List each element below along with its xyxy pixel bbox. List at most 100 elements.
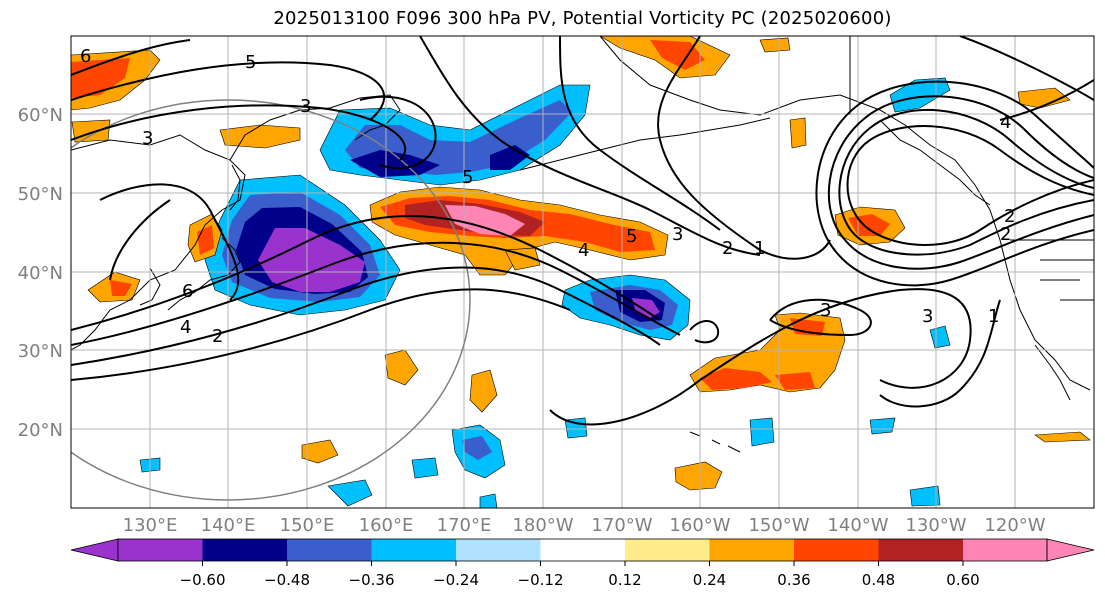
contour-label: 5 [626,226,637,247]
colorbar-swatch [456,539,541,561]
neg-anomaly-japan-core [258,228,365,292]
contour-2-japan [109,199,171,281]
contour-label: 4 [1000,112,1011,133]
pv-contours [71,36,1094,426]
contour-big-loop-4 [815,80,1094,287]
lon-label: 130°E [123,515,178,536]
lat-label: 30°N [18,341,63,362]
contour-label: 3 [142,128,153,149]
contour-6-japan [99,183,240,301]
contour-label: 6 [182,281,193,302]
pos-blob-11-mid [650,40,705,70]
neg-blob-7 [749,417,775,447]
colorbar-ticks [202,561,964,566]
contour-big-loop-2 [838,109,1094,256]
coast-baja [1034,344,1071,401]
colorbar-extend-right [1046,538,1095,562]
contour-3-top [71,104,407,161]
lon-label: 130°W [905,515,966,536]
contour-labels: 6 5 3 3 6 4 2 5 4 5 3 2 1 3 3 1 2 4 2 [80,46,1015,347]
pos-blob-10 [1017,87,1071,109]
contour-label: 1 [754,238,765,259]
coast-kamchatka [229,94,401,161]
colorbar-swatch [878,539,963,561]
pos-blob-5 [384,349,419,386]
contour-big-loop-3 [827,95,1094,270]
neg-blob-4 [411,457,439,479]
lon-label: 180°W [512,515,573,536]
neg-blob-9 [929,325,951,349]
pos-blob-8 [674,461,723,491]
longitude-labels: 130°E 140°E 150°E 160°E 170°E 180°W 170°… [123,515,1046,536]
contour-label: 3 [300,96,311,117]
map-border [70,35,1095,509]
latitude-labels: 60°N 50°N 40°N 30°N 20°N [18,105,63,441]
lat-label: 60°N [18,105,63,126]
coast-japan [167,237,241,311]
contour-small-1 [689,320,720,344]
colorbar-tick-label: 0.36 [777,571,810,589]
pos-blob-6 [469,369,498,413]
lon-label: 160°E [359,515,414,536]
colorbar-swatch [963,539,1047,561]
lat-label: 40°N [18,263,63,284]
neg-anomaly-north-navy2 [490,145,530,170]
lon-label: 170°W [591,515,652,536]
contour-jet-4 [71,288,571,381]
contour-big-loop-1 [846,125,1094,246]
contour-jet-2 [71,241,681,346]
contour-label: 2 [722,238,733,259]
chart-title: 2025013100 F096 300 hPa PV, Potential Vo… [273,8,892,29]
pos-blob-9 [1034,431,1091,443]
colorbar-tick-label: 0.48 [862,571,895,589]
contour-1-se [879,299,1001,408]
contour-label: 5 [462,167,473,188]
colorbar-swatch [709,539,794,561]
contour-north-3 [657,36,831,260]
reference-circle [71,99,471,501]
neg-blob-11 [479,493,498,508]
colorbar-tick-label: −0.60 [180,571,226,589]
neg-blob-3 [327,479,373,507]
contour-south-loop [549,288,972,426]
lat-label: 50°N [18,184,63,205]
contour-1-east [959,36,1094,101]
contour-label: 4 [180,317,191,338]
colorbar-extend-left [70,538,119,562]
lat-label: 20°N [18,420,63,441]
neg-blob-2-mid [462,436,492,460]
pos-anomaly-se-mid [700,368,772,390]
contour-loop-kam [359,95,437,170]
contour-6-nw [71,39,191,76]
colorbar-tick-label: −0.36 [349,571,395,589]
colorbar-swatch [202,539,287,561]
colorbar-tick-label: 0.60 [946,571,979,589]
colorbar-frame [117,538,1048,562]
contour-label: 6 [80,46,91,67]
colorbar-swatch [625,539,710,561]
pos-blob-7 [301,439,339,464]
contour-north-1 [419,36,761,256]
pos-blob-13 [789,117,807,149]
coast-hawaii [689,431,741,453]
lon-label: 160°W [669,515,730,536]
pos-blob-4-mid [110,280,132,296]
pos-anomaly-nw-mid [71,58,130,98]
colorbar-tick-label: −0.12 [518,571,564,589]
pos-blob-12 [759,37,791,53]
colorbar-swatch [118,539,203,561]
pos-anomaly-jet-max [445,205,525,236]
lon-label: 140°E [201,515,256,536]
neg-blob-8 [869,417,896,435]
lon-label: 120°W [984,515,1045,536]
neg-blob-10 [909,485,941,507]
colorbar-swatch [794,539,879,561]
neg-blob-1 [889,77,951,113]
colorbar-tick-label: 0.12 [608,571,641,589]
contour-label: 1 [988,306,999,327]
contour-label: 2 [1000,224,1011,245]
border-states [1040,259,1094,301]
contour-label: 2 [212,326,223,347]
contour-label: 3 [922,306,933,327]
